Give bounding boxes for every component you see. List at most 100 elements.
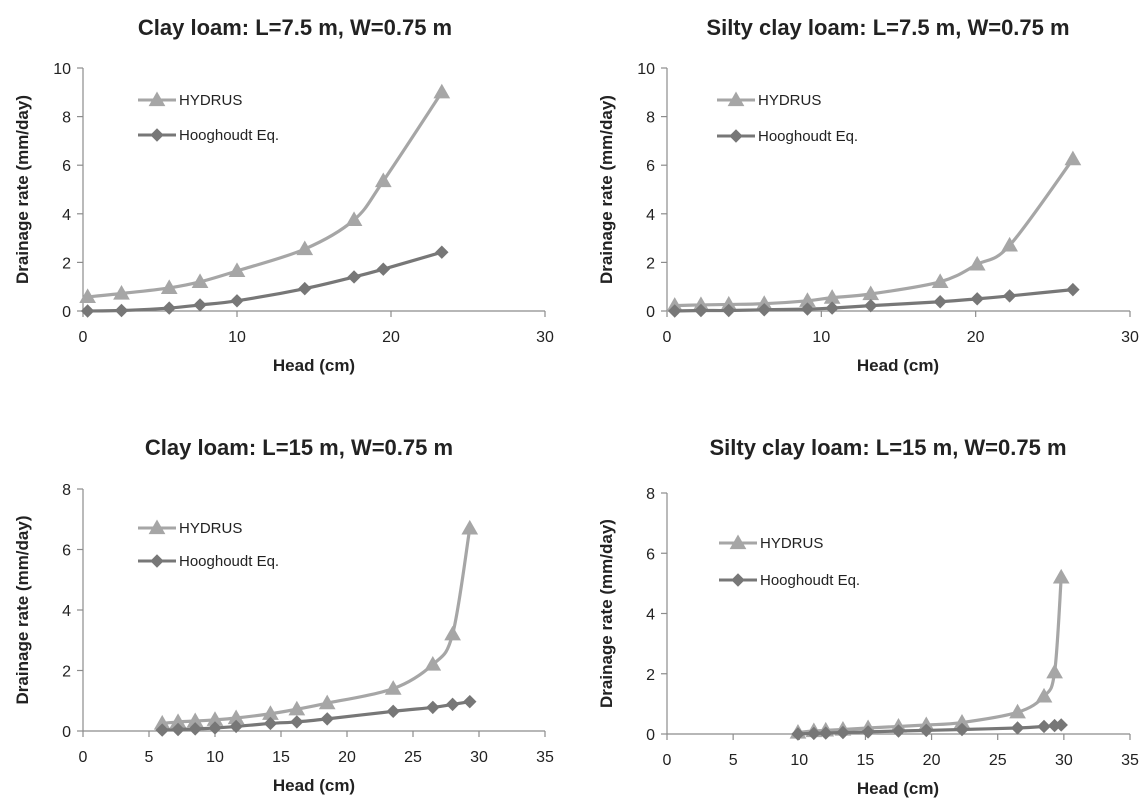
x-tick-label: 10 xyxy=(206,749,224,766)
legend-label: HYDRUS xyxy=(760,535,823,552)
x-tick-label: 10 xyxy=(812,329,830,346)
data-point xyxy=(424,655,442,671)
y-tick-label: 8 xyxy=(646,110,655,127)
y-tick-label: 2 xyxy=(62,664,71,681)
data-point xyxy=(891,724,906,738)
data-point xyxy=(836,725,850,740)
chart-panel-4: Silty clay loam: L=15 m, W=0.75 m 0 2 4 6 8 0 5… xyxy=(597,435,1139,798)
y-tick-label: 6 xyxy=(646,546,655,563)
legend-marker xyxy=(150,554,164,568)
data-point xyxy=(807,726,821,741)
x-tick-label: 25 xyxy=(989,752,1007,769)
legend-marker xyxy=(148,91,166,107)
data-point xyxy=(970,292,984,306)
x-tick-label: 20 xyxy=(338,749,356,766)
legend-marker xyxy=(727,91,745,107)
x-axis-label: Head (cm) xyxy=(857,779,939,798)
data-point xyxy=(228,262,246,278)
y-tick-label: 10 xyxy=(637,61,655,78)
x-tick-label: 20 xyxy=(382,329,400,346)
data-point xyxy=(931,273,949,288)
data-point xyxy=(1001,236,1018,252)
x-tick-label: 5 xyxy=(729,752,738,769)
data-point xyxy=(320,712,334,726)
data-point xyxy=(345,211,363,226)
data-point xyxy=(861,725,875,739)
data-point xyxy=(1052,568,1070,584)
data-point xyxy=(461,519,479,535)
data-point xyxy=(933,295,947,309)
y-axis-label: Drainage rate (mm/day) xyxy=(13,95,32,284)
data-point xyxy=(800,302,815,316)
x-tick-label: 0 xyxy=(79,329,88,346)
legend-marker xyxy=(148,519,166,535)
data-point xyxy=(433,83,451,99)
y-tick-label: 0 xyxy=(62,304,71,321)
data-point xyxy=(79,288,96,304)
data-point xyxy=(114,303,129,318)
y-tick-label: 2 xyxy=(646,255,655,272)
data-point xyxy=(191,273,209,288)
legend-entry: HYDRUS xyxy=(138,91,242,109)
x-tick-label: 20 xyxy=(967,329,985,346)
data-point xyxy=(444,625,461,641)
data-point xyxy=(298,281,312,296)
legend-label: HYDRUS xyxy=(179,92,242,109)
chart-title: Clay loam: L=15 m, W=0.75 m xyxy=(145,435,453,460)
x-tick-label: 0 xyxy=(79,749,88,766)
x-tick-label: 10 xyxy=(790,752,808,769)
legend-marker xyxy=(731,573,745,587)
legend-entry: Hooghoudt Eq. xyxy=(138,553,279,570)
y-tick-label: 6 xyxy=(62,543,71,560)
data-point xyxy=(230,294,244,308)
legend-label: Hooghoudt Eq. xyxy=(760,572,860,589)
data-point xyxy=(757,303,771,317)
data-point xyxy=(864,298,878,313)
y-tick-label: 8 xyxy=(62,482,71,499)
x-tick-label: 0 xyxy=(663,329,672,346)
data-point xyxy=(1046,663,1063,679)
y-tick-label: 0 xyxy=(62,724,71,741)
series-hydrus xyxy=(789,568,1070,739)
y-tick-label: 4 xyxy=(62,603,71,620)
legend-entry: Hooghoudt Eq. xyxy=(138,127,279,144)
legend-label: HYDRUS xyxy=(179,520,242,537)
legend-entry: Hooghoudt Eq. xyxy=(717,128,858,145)
legend-label: Hooghoudt Eq. xyxy=(179,127,279,144)
data-point xyxy=(668,304,682,318)
data-point xyxy=(376,262,391,276)
data-point xyxy=(229,719,243,734)
x-axis-label: Head (cm) xyxy=(273,356,355,375)
data-point xyxy=(694,303,708,318)
x-tick-label: 30 xyxy=(1121,329,1139,346)
data-point xyxy=(1054,718,1068,732)
legend-label: Hooghoudt Eq. xyxy=(758,128,858,145)
x-tick-label: 30 xyxy=(536,329,554,346)
x-tick-label: 35 xyxy=(536,749,554,766)
x-tick-label: 20 xyxy=(923,752,941,769)
chart-panel-2: Silty clay loam: L=7.5 m, W=0.75 m 0 2 4 6 8 1… xyxy=(597,15,1139,375)
y-tick-label: 4 xyxy=(646,607,655,624)
data-point xyxy=(1037,719,1051,734)
x-tick-label: 30 xyxy=(470,749,488,766)
y-tick-label: 0 xyxy=(646,304,655,321)
chart-title: Silty clay loam: L=7.5 m, W=0.75 m xyxy=(706,15,1069,40)
data-point xyxy=(919,723,933,738)
legend-entry: HYDRUS xyxy=(717,91,821,109)
data-point xyxy=(290,715,304,729)
x-tick-label: 15 xyxy=(857,752,875,769)
y-tick-label: 6 xyxy=(646,158,655,175)
data-point xyxy=(386,704,400,719)
data-point xyxy=(1035,687,1053,703)
data-point xyxy=(819,726,833,740)
legend-marker xyxy=(729,534,747,550)
data-point xyxy=(288,700,306,716)
y-axis-label: Drainage rate (mm/day) xyxy=(597,519,616,708)
data-point xyxy=(80,304,95,318)
y-tick-label: 8 xyxy=(646,486,655,503)
legend-entry: HYDRUS xyxy=(138,519,242,537)
x-tick-label: 0 xyxy=(663,752,672,769)
x-axis-label: Head (cm) xyxy=(273,776,355,795)
x-tick-label: 35 xyxy=(1121,752,1139,769)
data-point xyxy=(1066,282,1080,297)
